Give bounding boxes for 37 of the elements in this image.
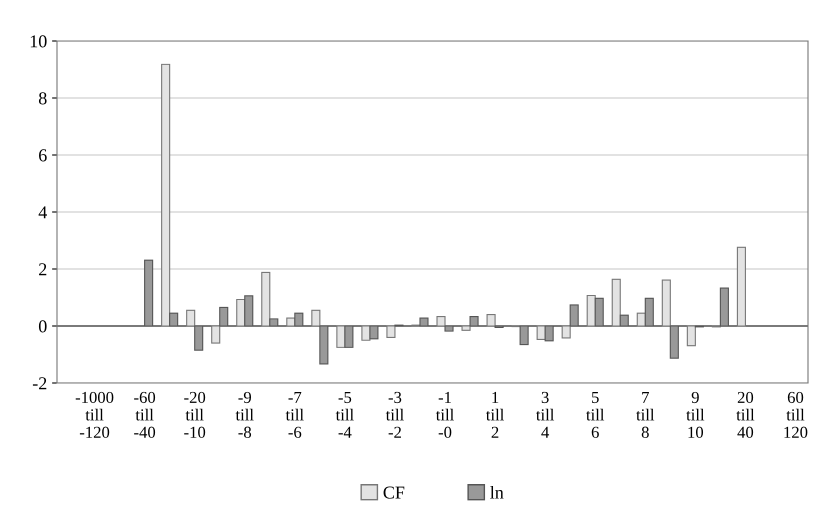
bar [486, 314, 496, 327]
bar [461, 325, 471, 331]
x-tick-label: -5 till -4 [336, 392, 354, 438]
y-tick-label: 0 [38, 320, 47, 332]
bar [562, 325, 571, 339]
y-tick-label: 10 [30, 35, 47, 48]
x-tick-label: -1000 till -120 [76, 392, 114, 438]
x-tick-label: 3 till 4 [536, 392, 554, 438]
bar [436, 316, 446, 327]
x-tick-label: 9 till 10 [686, 392, 704, 438]
x-tick-label: 20 till 40 [736, 392, 754, 438]
x-tick-label: 5 till 6 [586, 392, 604, 438]
x-tick-label: -7 till -6 [286, 392, 304, 438]
y-tick-label: 2 [39, 263, 46, 276]
bar [386, 325, 396, 338]
bar [612, 278, 621, 327]
x-tick-label: 1 till 2 [486, 392, 504, 438]
y-tick-label: -2 [32, 377, 46, 390]
x-tick-label: -60 till -40 [134, 392, 156, 438]
x-tick-label: -3 till -2 [386, 392, 404, 438]
bar [261, 272, 270, 327]
x-tick-label: -9 till -8 [236, 392, 254, 438]
bar [662, 280, 671, 327]
bar [186, 310, 196, 327]
bar [361, 325, 370, 341]
x-tick-label: 7 till 8 [636, 392, 654, 438]
legend-label: CF [384, 486, 404, 499]
x-tick-label: 60 till 120 [784, 392, 808, 438]
y-tick-label: 6 [39, 149, 47, 162]
bar [686, 325, 696, 346]
y-tick-label: 8 [38, 92, 47, 104]
bar [211, 325, 220, 344]
x-tick-label: -1 till -0 [436, 392, 454, 438]
y-tick-label: 4 [38, 206, 47, 218]
legend-label: ln [490, 486, 504, 498]
bar [311, 310, 320, 327]
x-tick-label: -20 till -10 [184, 392, 206, 438]
